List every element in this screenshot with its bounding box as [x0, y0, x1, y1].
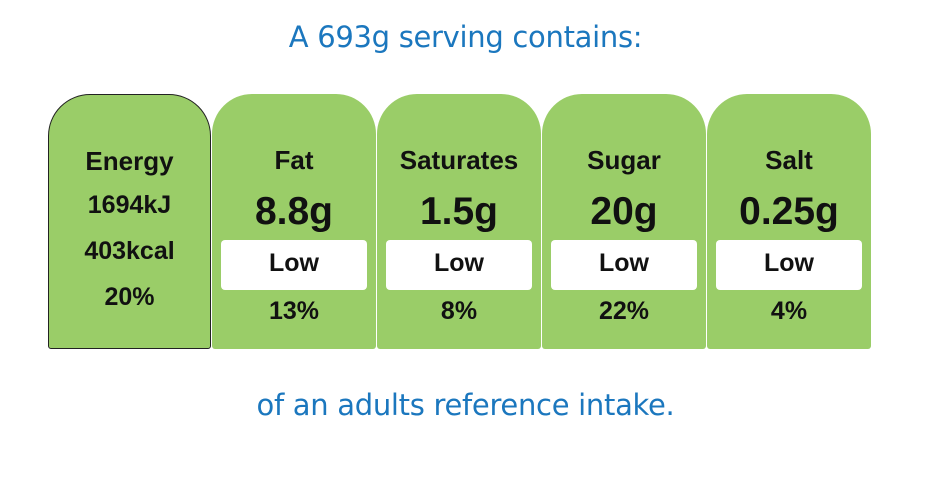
sugar-percent: 22% — [598, 297, 650, 325]
energy-kj-value: 1694kJ — [87, 191, 172, 219]
saturates-value: 1.5g — [419, 190, 499, 233]
energy-card: Energy 1694kJ 403kcal 20% — [48, 94, 211, 349]
sugar-level-badge: Low — [551, 240, 697, 290]
salt-level-badge: Low — [716, 240, 862, 290]
fat-percent: 13% — [268, 297, 320, 325]
fat-label: Fat — [274, 145, 314, 175]
energy-title: Energy — [85, 146, 174, 176]
saturates-level-badge: Low — [386, 240, 532, 290]
saturates-card: Saturates 1.5g Low 8% — [377, 94, 541, 349]
fat-value: 8.8g — [254, 190, 334, 233]
fat-card: Fat 8.8g Low 13% — [212, 94, 376, 349]
serving-heading: A 693g serving contains: — [288, 20, 643, 54]
saturates-label: Saturates — [399, 145, 519, 175]
sugar-label: Sugar — [587, 145, 661, 175]
sugar-value: 20g — [590, 190, 658, 233]
fat-level-badge: Low — [221, 240, 367, 290]
energy-percent: 20% — [104, 283, 155, 311]
salt-label: Salt — [765, 145, 813, 175]
salt-card: Salt 0.25g Low 4% — [707, 94, 871, 349]
saturates-percent: 8% — [440, 297, 478, 325]
energy-kcal-value: 403kcal — [84, 237, 175, 265]
salt-value: 0.25g — [739, 190, 839, 233]
salt-percent: 4% — [770, 297, 808, 325]
reference-intake-footer: of an adults reference intake. — [256, 388, 675, 422]
sugar-card: Sugar 20g Low 22% — [542, 94, 706, 349]
